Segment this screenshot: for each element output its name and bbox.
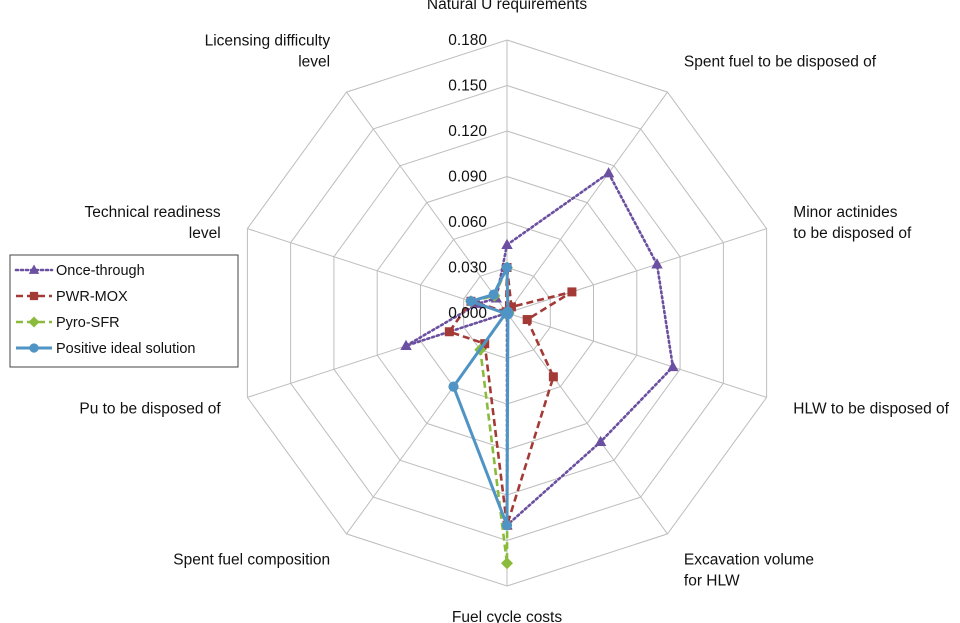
data-point: [501, 557, 513, 570]
tick-labels: 0.000 0.030 0.060 0.090 0.120 0.150 0.180: [448, 32, 487, 322]
legend: Once-through PWR-MOX Pyro-SFR Positive idea…: [9, 254, 239, 368]
axis-label: Pu to be disposed of: [79, 401, 221, 418]
data-point: [501, 238, 513, 249]
axis-label: Fuel cycle costs: [452, 609, 563, 623]
data-point: [500, 308, 511, 319]
legend-marker: [28, 264, 40, 274]
axis-label: Spent fuel composition: [173, 552, 330, 569]
data-point: [448, 381, 459, 392]
legend-item: Pyro-SFR: [16, 315, 120, 331]
data-point: [651, 258, 663, 269]
legend-marker: [29, 291, 39, 301]
data-point: [602, 167, 615, 178]
tick-label: 0.030: [448, 260, 487, 277]
axis-label: Natural U requirements: [427, 0, 587, 13]
tick-label: 0.000: [448, 305, 487, 322]
legend-item: Once-through: [14, 263, 145, 279]
tick-label: 0.180: [448, 32, 487, 49]
data-point: [501, 520, 513, 531]
axis-label: Licensing difficulty level: [205, 33, 331, 71]
axis-labels: Natural U requirements Spent fuel to be d…: [79, 0, 949, 623]
axis-spoke: [506, 312, 668, 535]
data-point: [465, 296, 477, 307]
axis-label: HLW to be disposed of: [793, 401, 949, 418]
axis-spoke: [346, 91, 508, 314]
series-positive-ideal-solution: [448, 262, 514, 531]
series-layer: [400, 167, 679, 570]
data-point: [444, 327, 454, 337]
axis-label: Minor actinides to be disposed of: [793, 204, 912, 242]
legend-item: Positive ideal solution: [16, 341, 195, 357]
tick-label: 0.060: [448, 214, 487, 231]
legend-label: Pyro-SFR: [56, 315, 120, 331]
data-point: [400, 339, 412, 351]
legend-label: Once-through: [56, 263, 145, 279]
series-line: [405, 171, 675, 529]
axis-spoke: [506, 312, 767, 398]
axis-label: Technical readiness level: [85, 204, 221, 242]
legend-marker: [29, 343, 39, 353]
axis-label: Spent fuel to be disposed of: [684, 54, 877, 71]
legend-label: Positive ideal solution: [56, 341, 195, 357]
axis-label: Excavation volume for HLW: [684, 552, 814, 590]
data-point: [548, 372, 558, 382]
data-point: [594, 435, 607, 447]
data-point: [522, 315, 532, 325]
tick-label: 0.150: [448, 78, 487, 95]
data-point: [501, 262, 513, 273]
tick-label: 0.120: [448, 123, 487, 140]
legend-label: PWR-MOX: [56, 289, 128, 305]
legend-marker: [28, 316, 40, 328]
axis-spoke: [247, 228, 508, 314]
tick-label: 0.090: [448, 169, 487, 186]
axis-spoke: [506, 228, 767, 314]
legend-item: PWR-MOX: [16, 289, 128, 305]
axis-spoke: [506, 91, 668, 314]
data-point: [667, 360, 679, 372]
data-point: [567, 287, 577, 297]
data-point: [506, 302, 516, 312]
data-point: [488, 289, 499, 300]
series-pwr-mox: [444, 263, 577, 530]
